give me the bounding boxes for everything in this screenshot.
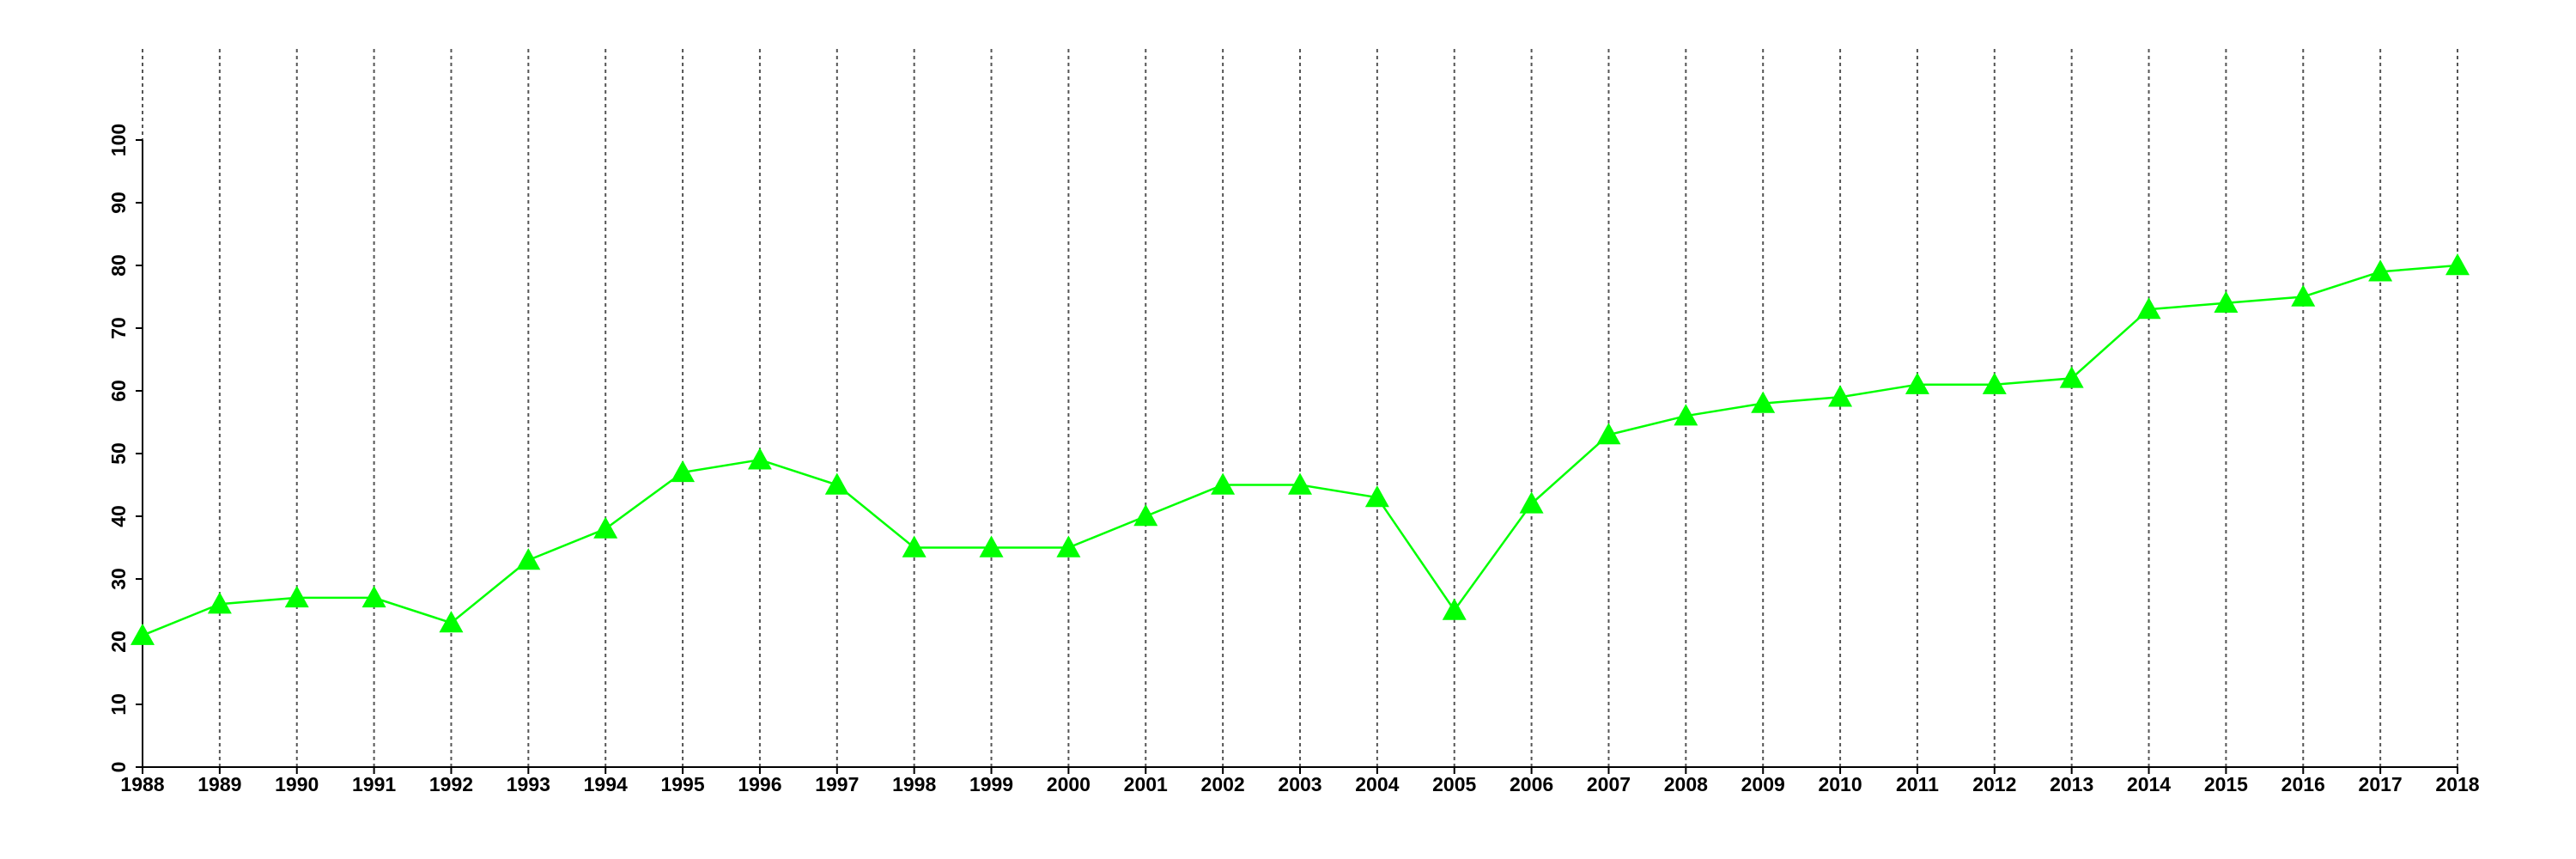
x-tick-label: 1994 — [584, 773, 628, 795]
x-tick-label: 1993 — [507, 773, 550, 795]
x-tick-label: 2010 — [1818, 773, 1862, 795]
y-tick-label: 70 — [107, 317, 130, 339]
marker — [1982, 372, 2007, 394]
marker — [1056, 535, 1081, 557]
x-tick-label: 1992 — [429, 773, 473, 795]
marker — [593, 516, 618, 539]
x-tick-label: 2016 — [2281, 773, 2325, 795]
x-tick-label: 1995 — [660, 773, 704, 795]
y-tick-label: 40 — [107, 505, 130, 527]
marker — [1133, 504, 1158, 527]
x-tick-label: 2009 — [1741, 773, 1785, 795]
marker — [2214, 290, 2239, 313]
marker — [2445, 253, 2470, 276]
marker — [1751, 391, 1776, 413]
marker — [1519, 491, 1544, 514]
y-tick-label: 80 — [107, 254, 130, 277]
marker — [979, 535, 1004, 557]
x-tick-label: 2003 — [1278, 773, 1321, 795]
x-tick-label: 1997 — [815, 773, 859, 795]
marker — [1288, 472, 1312, 495]
x-tick-label: 1989 — [197, 773, 241, 795]
x-tick-label: 2000 — [1047, 773, 1091, 795]
marker — [2059, 366, 2084, 388]
x-tick-label: 2005 — [1432, 773, 1476, 795]
x-tick-label: 1999 — [969, 773, 1013, 795]
x-tick-label: 2011 — [1896, 773, 1939, 795]
marker — [1442, 598, 1467, 620]
marker — [747, 448, 772, 470]
marker — [2136, 297, 2161, 320]
x-tick-label: 2001 — [1124, 773, 1168, 795]
x-tick-label: 2014 — [2127, 773, 2171, 795]
marker — [2368, 259, 2393, 282]
y-tick-label: 90 — [107, 192, 130, 214]
y-tick-label: 10 — [107, 693, 130, 716]
marker — [1905, 372, 1929, 394]
x-tick-label: 2002 — [1201, 773, 1245, 795]
marker — [1596, 423, 1621, 445]
x-tick-label: 2007 — [1587, 773, 1631, 795]
marker — [671, 460, 696, 483]
x-tick-label: 2018 — [2435, 773, 2479, 795]
x-tick-label: 1988 — [120, 773, 164, 795]
y-tick-label: 60 — [107, 380, 130, 402]
marker — [1211, 472, 1236, 495]
x-tick-label: 2008 — [1664, 773, 1708, 795]
y-tick-label: 30 — [107, 568, 130, 590]
marker — [361, 585, 386, 608]
y-tick-label: 20 — [107, 631, 130, 653]
marker — [902, 535, 927, 557]
marker — [1828, 385, 1853, 407]
x-tick-label: 1991 — [352, 773, 396, 795]
x-tick-label: 1996 — [738, 773, 781, 795]
marker — [1364, 485, 1389, 508]
marker — [284, 585, 309, 608]
x-tick-label: 2017 — [2359, 773, 2403, 795]
marker — [207, 592, 232, 614]
x-tick-label: 2004 — [1355, 773, 1399, 795]
y-tick-label: 50 — [107, 442, 130, 465]
x-tick-label: 1998 — [892, 773, 936, 795]
x-tick-label: 2006 — [1510, 773, 1553, 795]
x-tick-label: 2013 — [2050, 773, 2093, 795]
x-tick-label: 2012 — [1972, 773, 2016, 795]
x-tick-label: 2015 — [2204, 773, 2248, 795]
y-tick-label: 0 — [107, 762, 130, 773]
marker — [439, 611, 464, 633]
marker — [2291, 284, 2316, 307]
marker — [131, 623, 155, 645]
marker — [824, 472, 849, 495]
marker — [1674, 404, 1698, 426]
x-tick-label: 1990 — [275, 773, 319, 795]
y-tick-label: 100 — [107, 124, 130, 156]
marker — [516, 548, 541, 570]
